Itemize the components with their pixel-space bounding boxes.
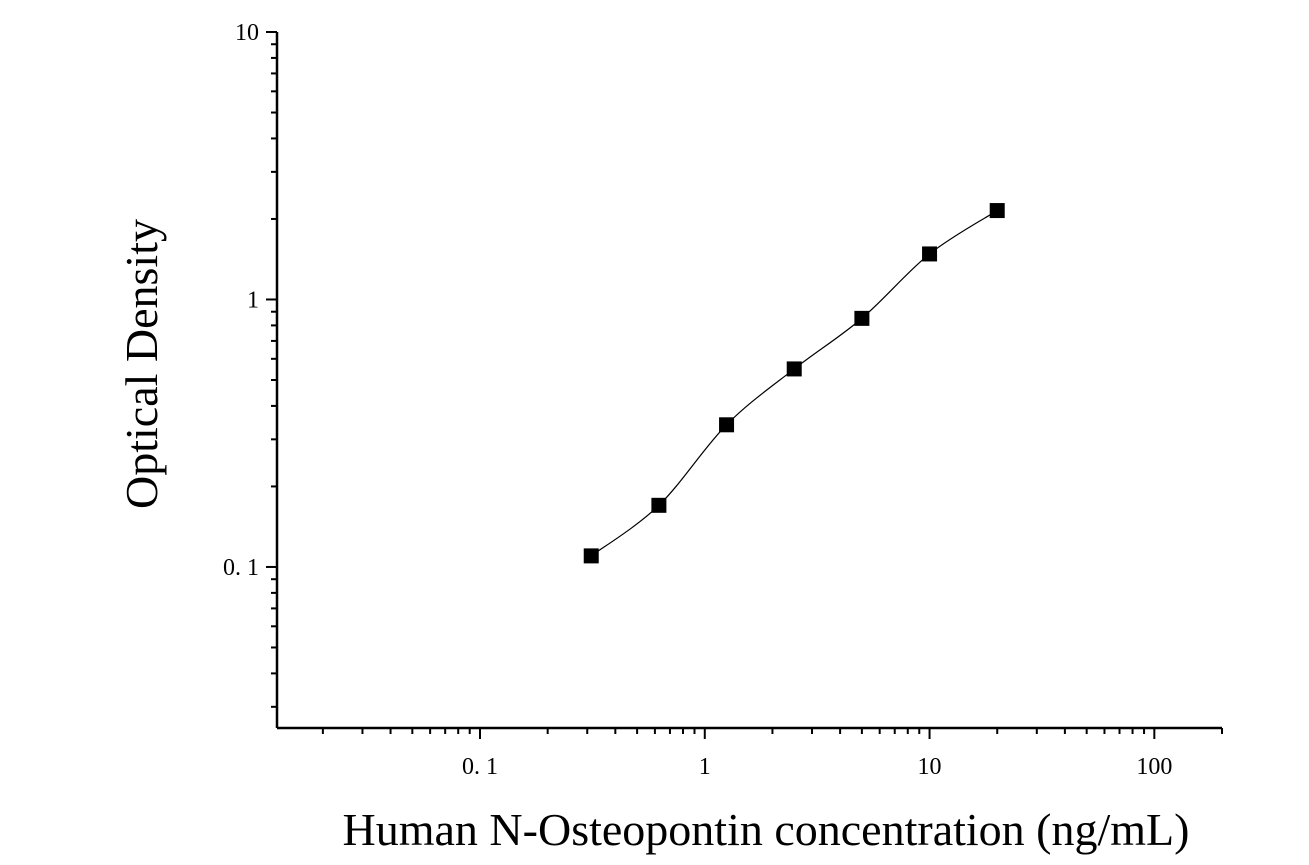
axes — [266, 31, 1223, 739]
x-axis-title: Human N-Osteopontin concentration (ng/mL… — [343, 804, 1190, 855]
x-tick-label: 1 — [699, 754, 711, 780]
x-tick-label: 0. 1 — [462, 754, 498, 780]
y-axis-title: Optical Density — [116, 219, 167, 509]
y-tick-label: 1 — [247, 287, 259, 313]
x-tick-label: 100 — [1136, 754, 1172, 780]
tick-labels: 0. 1 1 10 100 0. 1 1 10 — [223, 20, 1172, 780]
y-tick-label: 0. 1 — [223, 555, 259, 581]
data-points — [583, 203, 1005, 564]
x-tick-label: 10 — [918, 754, 942, 780]
data-point — [651, 497, 667, 513]
data-point — [854, 310, 870, 326]
data-point — [786, 361, 802, 377]
data-point — [719, 417, 735, 433]
data-point — [989, 203, 1005, 219]
data-point — [583, 548, 599, 564]
y-tick-label: 10 — [235, 20, 259, 46]
data-point — [922, 246, 938, 262]
